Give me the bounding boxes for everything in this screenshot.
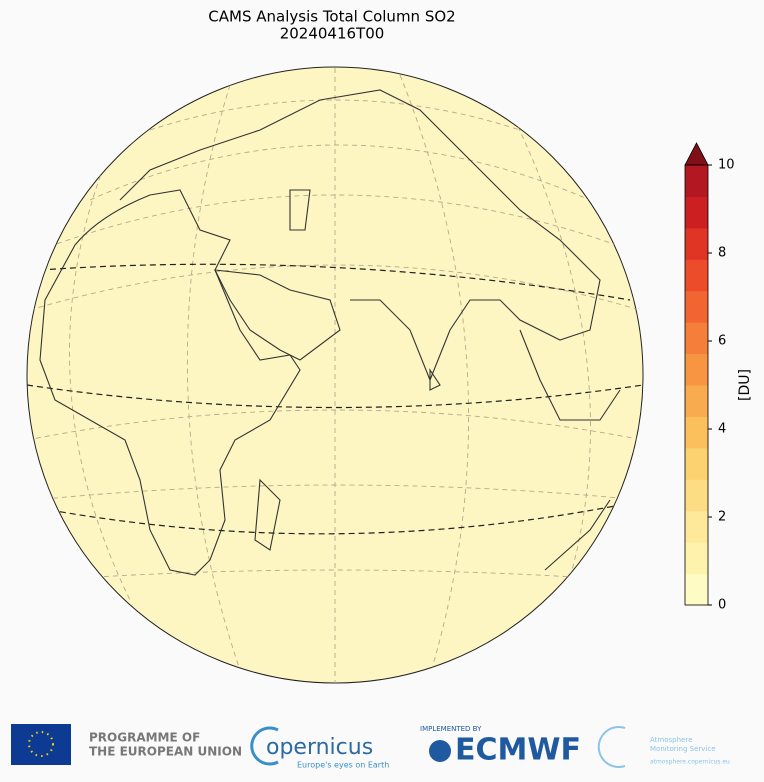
colorbar-band bbox=[685, 322, 708, 355]
copernicus-c bbox=[250, 726, 279, 766]
cams-icon bbox=[597, 726, 626, 768]
title: CAMS Analysis Total Column SO2 bbox=[208, 8, 455, 26]
ecmwf-icon bbox=[429, 740, 451, 762]
globe bbox=[26, 66, 644, 684]
colorbar-band bbox=[685, 227, 708, 260]
colorbar-band bbox=[685, 290, 708, 323]
colorbar-tick-label: 4 bbox=[718, 422, 726, 437]
copernicus-text: opernicus bbox=[266, 735, 373, 760]
eu-text: PROGRAMME OF bbox=[89, 731, 200, 745]
colorbar-tick-label: 0 bbox=[718, 598, 726, 613]
colorbar-tick-label: 10 bbox=[718, 158, 735, 173]
cams-text: Atmosphere bbox=[650, 736, 692, 744]
footer: PROGRAMME OF THE EUROPEAN UNION opernicu… bbox=[11, 724, 730, 770]
colorbar-band bbox=[685, 353, 708, 386]
colorbar-extend bbox=[684, 142, 709, 166]
colorbar-frame bbox=[684, 164, 709, 606]
colorbar-label: [DU] bbox=[737, 369, 753, 401]
colorbar-band bbox=[685, 542, 708, 575]
colorbar-band bbox=[685, 416, 708, 449]
ecmwf-text: ECMWF bbox=[455, 733, 581, 768]
colorbar: 0 2 4 6 8 10 bbox=[684, 142, 735, 613]
colorbar-band bbox=[685, 196, 708, 229]
colorbar-tick-label: 2 bbox=[718, 510, 726, 525]
eu-text: THE EUROPEAN UNION bbox=[89, 745, 242, 759]
colorbar-band bbox=[685, 165, 708, 197]
cams-text: Monitoring Service bbox=[650, 745, 716, 753]
cams-url: atmosphere.copernicus.eu bbox=[650, 759, 730, 766]
subtitle: 20240416T00 bbox=[280, 25, 385, 43]
eu-flag bbox=[11, 724, 71, 765]
colorbar-band bbox=[685, 573, 708, 606]
colorbar-tick-label: 6 bbox=[718, 334, 726, 349]
copernicus-tagline: Europe's eyes on Earth bbox=[297, 761, 389, 770]
colorbar-band bbox=[685, 385, 708, 417]
colorbar-band bbox=[685, 259, 708, 292]
colorbar-band bbox=[685, 479, 708, 512]
colorbar-band bbox=[685, 510, 708, 543]
implemented-by: IMPLEMENTED BY bbox=[420, 725, 482, 733]
colorbar-band bbox=[685, 447, 708, 480]
eu-stars bbox=[28, 731, 54, 757]
colorbar-tick-label: 8 bbox=[718, 246, 726, 261]
